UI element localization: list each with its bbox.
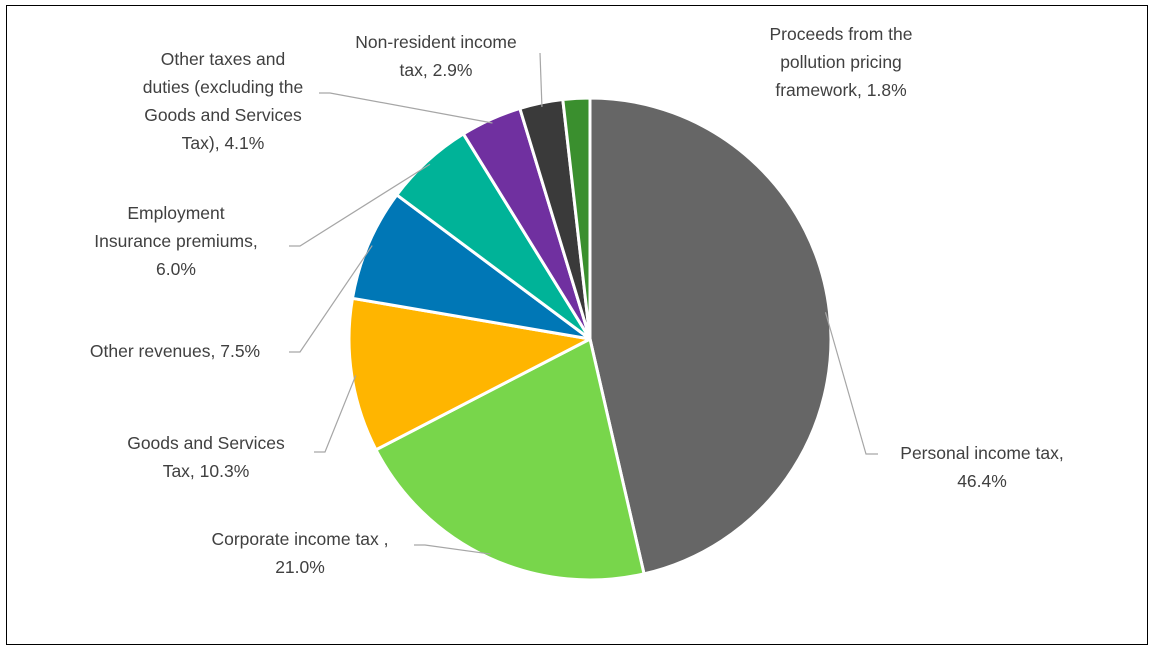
data-label-non-resident-income-tax: Non-resident income tax, 2.9% (355, 32, 516, 80)
data-label-line: Goods and Services (144, 105, 302, 125)
data-label-other-revenues: Other revenues, 7.5% (90, 341, 260, 361)
data-label-line: Tax, 10.3% (163, 461, 250, 481)
data-label-line: framework, 1.8% (775, 80, 906, 100)
data-label-line: 46.4% (957, 471, 1007, 491)
data-label-line: Goods and Services (127, 433, 285, 453)
leader-line-non-resident-income-tax (539, 52, 543, 107)
data-label-line: duties (excluding the (143, 77, 304, 97)
data-label-line: tax, 2.9% (400, 60, 473, 80)
data-label-employment-insurance-premiums: Employment Insurance premiums, 6.0% (94, 203, 257, 279)
pie-slice-goods-and-services-tax (347, 296, 592, 452)
pie-slices (347, 96, 833, 582)
pie-chart: Personal income tax, 46.4% Corporate incom… (90, 24, 1064, 582)
leader-line-personal-income-tax (824, 312, 878, 455)
leader-line-employment-insurance-premiums (289, 163, 431, 247)
pie-slice-corporate-income-tax (374, 337, 646, 582)
pie-slice-personal-income-tax (588, 96, 833, 576)
data-label-line: 6.0% (156, 259, 196, 279)
data-label-line: 21.0% (275, 557, 325, 577)
data-label-line: Proceeds from the (770, 24, 913, 44)
data-label-other-taxes-and-duties-excluding-the-goods-and-services-tax: Other taxes and duties (excluding the Good… (143, 49, 304, 153)
data-label-line: Tax), 4.1% (182, 133, 265, 153)
data-label-goods-and-services-tax: Goods and Services Tax, 10.3% (127, 433, 285, 481)
data-label-line: Other revenues, 7.5% (90, 341, 260, 361)
leader-line-other-taxes-and-duties-excluding-the-goods-and-services-tax (319, 92, 493, 124)
data-label-personal-income-tax: Personal income tax, 46.4% (900, 443, 1063, 491)
data-label-proceeds-from-the-pollution-pricing-framework: Proceeds from the pollution pricing framew… (770, 24, 913, 100)
leader-line-corporate-income-tax (414, 544, 491, 555)
leader-lines (289, 52, 878, 555)
pie-slice-other-revenues (350, 193, 592, 341)
data-label-line: Employment (127, 203, 224, 223)
data-label-line: pollution pricing (780, 52, 902, 72)
data-label-line: Corporate income tax , (211, 529, 388, 549)
leader-line-other-revenues (289, 245, 373, 353)
pie-slice-proceeds-from-the-pollution-pricing-framework (561, 96, 592, 341)
data-label-corporate-income-tax: Corporate income tax , 21.0% (211, 529, 388, 577)
data-label-line: Personal income tax, (900, 443, 1063, 463)
data-label-line: Other taxes and (161, 49, 286, 69)
data-label-line: Non-resident income (355, 32, 516, 52)
data-label-line: Insurance premiums, (94, 231, 257, 251)
data-labels: Personal income tax, 46.4% Corporate incom… (90, 24, 1064, 577)
leader-line-goods-and-services-tax (314, 375, 357, 453)
